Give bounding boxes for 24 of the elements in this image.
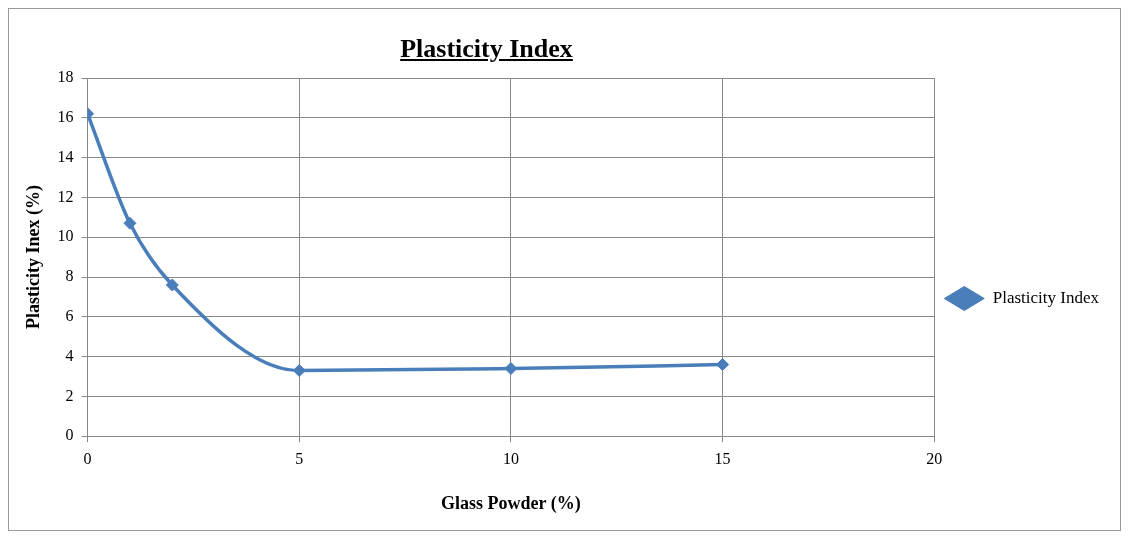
x-tick-label: 10 <box>502 450 519 467</box>
point <box>716 358 730 372</box>
y-tick-label: 0 <box>65 426 74 444</box>
y-tick-label: 14 <box>57 147 74 165</box>
y-axis-title: Plasticity Inex (%) <box>23 185 45 330</box>
x-tick-label: 5 <box>295 450 304 467</box>
legend-label: Plasticity Index <box>992 287 1100 307</box>
x-tick-label: 0 <box>83 450 92 467</box>
chart-title: Plasticity Index <box>399 34 574 64</box>
point <box>123 216 137 230</box>
y-tick-label: 4 <box>65 346 74 364</box>
y-tick-label: 6 <box>65 307 74 324</box>
y-tick-label: 8 <box>65 267 74 285</box>
point <box>292 364 306 378</box>
x-tick-label: 15 <box>714 450 731 467</box>
y-tick-label: 10 <box>57 227 74 245</box>
x-axis-title: Glass Powder (%) <box>441 492 581 514</box>
point <box>504 362 518 376</box>
y-tick-label: 16 <box>57 108 74 125</box>
y-tick-label: 2 <box>65 386 74 404</box>
point <box>165 278 179 292</box>
y-tick-label: 18 <box>57 68 74 86</box>
x-tick-label: 20 <box>926 450 943 467</box>
y-tick-label: 12 <box>57 187 74 205</box>
